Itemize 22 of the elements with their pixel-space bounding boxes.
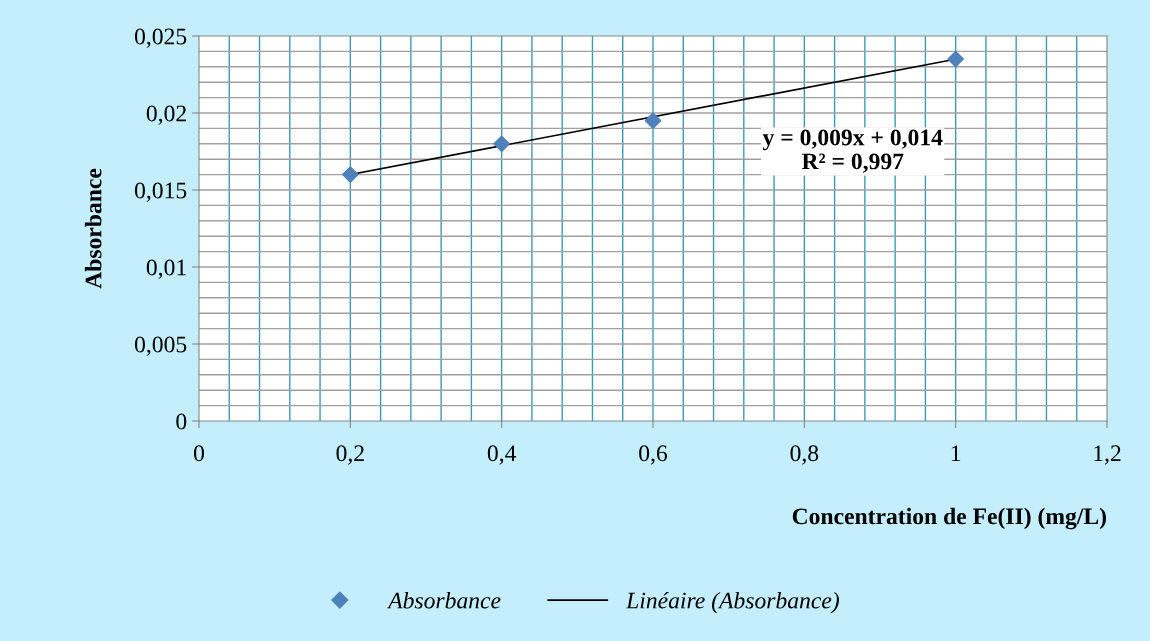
point bbox=[644, 112, 662, 130]
y-tick-label: 0,01 bbox=[146, 259, 186, 279]
x-tick-label: 0 bbox=[194, 445, 204, 462]
y-tick-label: 0 bbox=[176, 413, 187, 430]
x-tick-label: 1 bbox=[951, 445, 961, 461]
point bbox=[947, 50, 964, 68]
y-tick-label: 0,025 bbox=[134, 28, 187, 48]
annotation: y = 0,009x + 0,014 R² = 0,997 bbox=[762, 129, 943, 173]
y-tick-label: 0,015 bbox=[134, 182, 187, 202]
y-tick-label: 0,005 bbox=[134, 336, 187, 356]
x-tick-label: 0,6 bbox=[639, 445, 668, 465]
x-tick-label: 0,4 bbox=[487, 445, 517, 465]
legend-label: Absorbance bbox=[386, 591, 501, 609]
point bbox=[342, 166, 359, 183]
x-tick-label: 0,2 bbox=[336, 445, 364, 465]
legend-label: Linéaire (Absorbance) bbox=[625, 591, 839, 614]
x-tick-label: 1,2 bbox=[1094, 445, 1121, 465]
y-tick-label: 0,02 bbox=[146, 105, 186, 125]
y-axis-title: Absorbance bbox=[84, 168, 102, 289]
x-axis-title: Concentration de Fe(II) (mg/L) bbox=[792, 507, 1106, 530]
x-tick-label: 0,8 bbox=[790, 445, 819, 465]
point bbox=[493, 135, 510, 153]
